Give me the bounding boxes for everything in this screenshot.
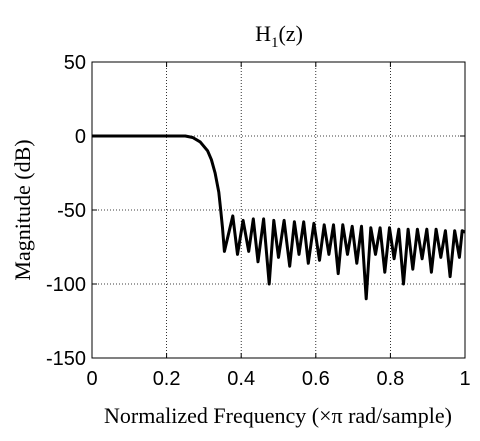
x-tick-label: 0 [86, 368, 97, 390]
y-tick-label: 50 [64, 52, 86, 74]
x-tick-labels: 0 0.2 0.4 0.6 0.8 1 [86, 368, 470, 390]
title-main: H [255, 21, 271, 46]
axis-ticks [91, 61, 466, 359]
title-rest: (z) [278, 21, 302, 46]
grid [92, 62, 465, 358]
x-tick-label: 0.8 [376, 368, 404, 390]
x-tick-label: 0.2 [153, 368, 181, 390]
x-tick-label: 0.6 [302, 368, 330, 390]
y-tick-label: -150 [46, 348, 86, 370]
x-tick-label: 1 [459, 368, 470, 390]
y-axis-label: Magnitude (dB) [10, 139, 35, 280]
magnitude-response-line [92, 134, 466, 301]
y-tick-labels: 50 0 -50 -100 -150 [46, 52, 86, 370]
chart-title: H1(z) [255, 21, 303, 51]
y-tick-label: -50 [57, 200, 86, 222]
title-subscript: 1 [271, 35, 279, 51]
x-tick-label: 0.4 [227, 368, 255, 390]
x-axis-label: Normalized Frequency (×π rad/sample) [104, 403, 452, 428]
y-tick-label: -100 [46, 274, 86, 296]
y-tick-label: 0 [75, 126, 86, 148]
